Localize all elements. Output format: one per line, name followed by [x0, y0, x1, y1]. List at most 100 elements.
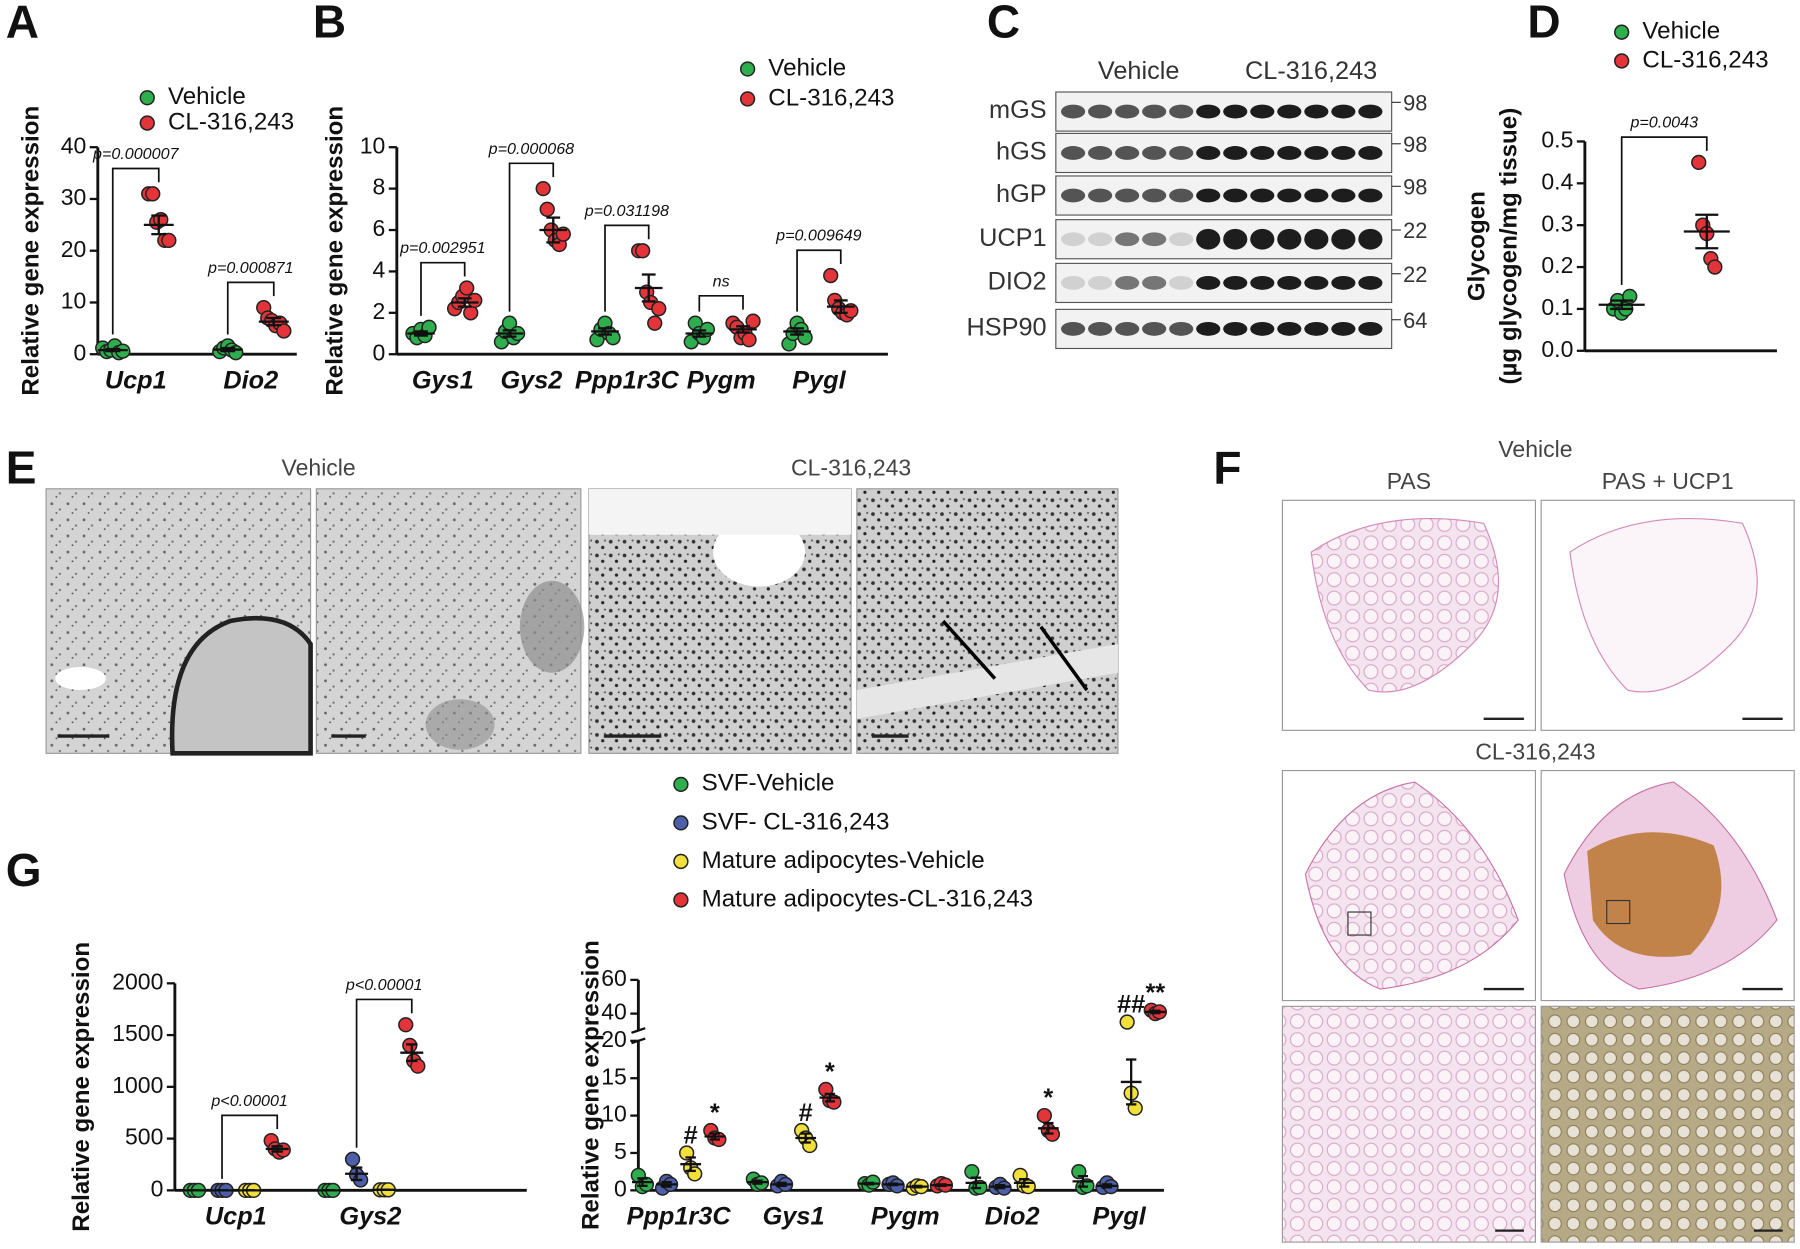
- tissue: [1304, 781, 1519, 990]
- blot-band: [1223, 322, 1248, 336]
- y-tick-label: 2: [373, 298, 386, 324]
- blot-band: [1223, 146, 1248, 160]
- x-tick-label: Ppp1r3C: [627, 1203, 732, 1231]
- x-tick-label: Dio2: [985, 1203, 1040, 1231]
- p-value: p=0.031198: [584, 202, 669, 220]
- p-value: ns: [713, 272, 730, 290]
- y-tick-label: 30: [61, 184, 87, 210]
- blot-label: hGS: [996, 138, 1047, 166]
- arrow: [941, 619, 997, 680]
- legend-label: Vehicle: [168, 83, 246, 110]
- legend-label: CL-316,243: [168, 108, 294, 135]
- blot-band: [1061, 322, 1086, 336]
- blot-size: 98: [1403, 174, 1427, 199]
- blot-band: [1277, 188, 1302, 203]
- data-point: [410, 1058, 426, 1074]
- blot-band: [1331, 276, 1356, 290]
- histology-column: PAS + UCP1: [1602, 468, 1734, 494]
- histology-image: [1281, 1005, 1537, 1243]
- blot-band: [1061, 188, 1086, 203]
- legend-label: SVF- CL-316,243: [702, 808, 890, 835]
- blot-band: [1304, 104, 1329, 119]
- x-tick-label: Gys1: [763, 1203, 825, 1231]
- y-tick-label: 0: [373, 339, 386, 365]
- data-point: [1707, 259, 1723, 275]
- blot-band: [1061, 104, 1086, 119]
- data-point: [651, 301, 667, 317]
- blot-band: [1358, 188, 1383, 203]
- panel-letter: G: [6, 844, 42, 896]
- y-tick-label: 10: [601, 1101, 627, 1127]
- y-tick-label: 4: [373, 256, 386, 282]
- bracket: [796, 249, 842, 312]
- legend-marker: [673, 776, 689, 793]
- data-point: [276, 323, 292, 339]
- blot-band: [1061, 276, 1086, 290]
- blot-band: [1196, 276, 1221, 290]
- data-point: [635, 243, 651, 259]
- blot-band: [1277, 146, 1302, 160]
- blot-band: [1142, 276, 1167, 290]
- bracket: [111, 167, 160, 335]
- blot-band: [1331, 322, 1356, 336]
- legend-marker: [139, 90, 155, 106]
- blot-band: [1088, 104, 1113, 119]
- blot-band: [1358, 104, 1383, 119]
- blot-band: [1331, 146, 1356, 160]
- y-tick-label: 0.5: [1541, 127, 1573, 153]
- p-value: p=0.009649: [775, 227, 862, 245]
- em-title: Vehicle: [282, 454, 356, 480]
- x-tick-label: Pygm: [871, 1203, 940, 1231]
- blot-band: [1088, 232, 1113, 247]
- bracket: [420, 261, 466, 316]
- blot-band: [1358, 228, 1383, 250]
- panel-letter: F: [1213, 442, 1241, 494]
- blot-band: [1169, 232, 1194, 247]
- y-tick-label: 0: [74, 339, 87, 365]
- blot-band: [1250, 104, 1275, 119]
- axis-break: [631, 1027, 646, 1034]
- em-images: [45, 488, 1119, 756]
- y-tick-label: 0.3: [1541, 210, 1573, 236]
- y-tick-label: 0.0: [1541, 336, 1573, 362]
- y-axis-label: (µg glycogen/mg tissue): [1495, 108, 1522, 385]
- data-point: [398, 1017, 414, 1033]
- blot-band: [1088, 146, 1113, 160]
- blot-band: [1196, 188, 1221, 203]
- inset-box: [1347, 911, 1372, 936]
- data-point: [605, 330, 621, 346]
- blot-band: [1061, 232, 1086, 247]
- significance-marker: *: [1043, 1084, 1053, 1112]
- significance-marker: *: [825, 1058, 835, 1086]
- blot-band: [1277, 276, 1302, 290]
- data-point: [539, 201, 555, 217]
- blot-band: [1115, 146, 1140, 160]
- blot-band: [1142, 232, 1167, 247]
- y-tick-label: 8: [373, 174, 386, 200]
- blot-band: [1331, 104, 1356, 119]
- data-point: [145, 186, 161, 202]
- legend-marker: [1614, 53, 1630, 69]
- blot-band: [1115, 104, 1140, 119]
- y-tick-label: 0.4: [1541, 168, 1573, 194]
- data-point: [535, 180, 551, 197]
- p-value: p=0.002951: [399, 239, 485, 257]
- histology-image: [1540, 1005, 1795, 1243]
- data-point: [647, 315, 663, 331]
- y-tick-label: 15: [601, 1063, 627, 1089]
- bracket: [355, 998, 413, 1148]
- legend-label: CL-316,243: [1642, 46, 1768, 73]
- legend-label: SVF-Vehicle: [702, 770, 835, 797]
- mitochondrion: [425, 699, 495, 750]
- em-title: CL-316,243: [791, 454, 911, 480]
- data-point: [797, 330, 813, 346]
- blot-band: [1277, 322, 1302, 336]
- blot-band: [1169, 322, 1194, 336]
- y-axis-label: Relative gene expression: [68, 942, 95, 1232]
- blot-label: mGS: [989, 96, 1047, 124]
- x-tick-label: Gys2: [339, 1203, 401, 1231]
- arrow: [1039, 625, 1089, 692]
- blot-band: [1169, 276, 1194, 290]
- blot-size: 98: [1403, 90, 1427, 115]
